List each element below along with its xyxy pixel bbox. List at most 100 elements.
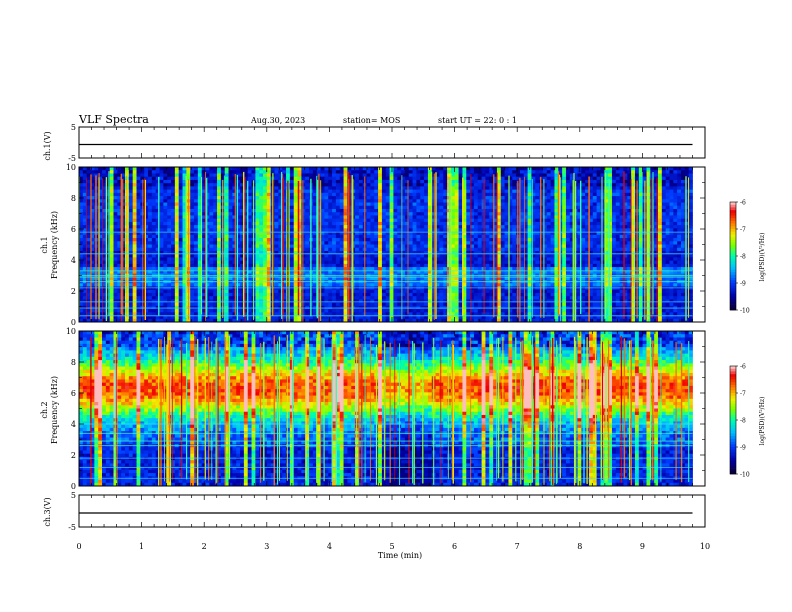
- spectrogram-cell: [136, 218, 141, 223]
- spectrogram-cell: [673, 260, 678, 265]
- spectrogram-cell: [604, 238, 609, 242]
- spectrogram-cell: [274, 263, 279, 268]
- spectrogram-cell: [301, 215, 306, 220]
- spectrogram-cell: [385, 199, 390, 203]
- spectrogram-cell: [542, 179, 548, 184]
- spectrogram-cell: [619, 234, 624, 239]
- spectrogram-cell: [466, 176, 471, 181]
- spectrogram-cell: [539, 167, 544, 171]
- spectrogram-cell: [355, 225, 360, 229]
- spectrogram-cell: [569, 199, 575, 203]
- spectrogram-cell: [144, 244, 149, 249]
- spectrogram-cell: [79, 257, 84, 262]
- spectrogram-cell: [588, 202, 594, 207]
- spectrogram-cell: [117, 173, 122, 178]
- spectrogram-cell: [592, 179, 598, 184]
- spectrogram-cell: [320, 244, 325, 249]
- spectrogram-cell: [408, 218, 413, 223]
- spectrogram-cell: [577, 257, 582, 262]
- spectrogram-cell: [263, 189, 268, 194]
- spectrogram-cell: [477, 218, 482, 223]
- spectrogram-cell: [654, 254, 659, 258]
- spectrogram-cell: [343, 247, 348, 252]
- spectrogram-cell: [665, 199, 670, 203]
- spectrogram-cell: [286, 176, 291, 181]
- spectrogram-cell: [232, 241, 237, 245]
- spectrogram-cell: [293, 247, 298, 252]
- spectrogram-cell: [247, 179, 252, 184]
- spectrogram-cell: [240, 218, 245, 223]
- spectrogram-cell: [358, 212, 364, 216]
- spectrogram-cell: [205, 170, 210, 174]
- spectrogram-cell: [535, 196, 540, 200]
- spectrogram-cell: [197, 176, 203, 181]
- spectrogram-cell: [604, 176, 609, 181]
- spectrogram-cell: [611, 241, 617, 245]
- spectrogram-cell: [378, 183, 383, 187]
- spectrogram-cell: [389, 225, 394, 229]
- spectrogram-cell: [638, 247, 644, 252]
- spectrogram-cell: [232, 231, 237, 236]
- spectrogram-cell: [163, 267, 168, 271]
- spectrogram-cell: [217, 199, 222, 203]
- spectrogram-cell: [178, 231, 183, 236]
- spectrogram-cell: [439, 263, 444, 268]
- spectrogram-cell: [167, 241, 172, 245]
- spectrogram-cell: [439, 244, 444, 249]
- spectrogram-cell: [378, 241, 383, 245]
- spectrogram-cell: [98, 192, 103, 197]
- spectrogram-cell: [86, 250, 91, 255]
- spectrogram-cell: [397, 234, 402, 239]
- spectrogram-cell: [167, 257, 172, 262]
- spectrogram-cell: [171, 260, 176, 265]
- spectrogram-cell: [366, 215, 371, 220]
- spectrogram-cell: [569, 254, 575, 258]
- spectrogram-cell: [163, 263, 168, 268]
- spectrogram-cell: [381, 202, 387, 207]
- spectrogram-cell: [562, 208, 567, 213]
- spectrogram-cell: [627, 238, 632, 242]
- spectrogram-cell: [335, 241, 341, 245]
- spectrogram-cell: [370, 260, 375, 265]
- spectrogram-cell: [619, 250, 624, 255]
- spectrogram-cell: [427, 254, 433, 258]
- spectrogram-cell: [240, 244, 245, 249]
- spectrogram-cell: [665, 173, 670, 178]
- spectrogram-cell: [565, 257, 571, 262]
- spectrogram-cell: [113, 196, 118, 200]
- spectrogram-cell: [128, 173, 134, 178]
- spectrogram-cell: [240, 250, 245, 255]
- spectrogram-cell: [255, 205, 260, 210]
- spectrogram-cell: [393, 167, 398, 171]
- spectrogram-cell: [546, 205, 552, 210]
- spectrogram-cell: [581, 228, 586, 232]
- spectrogram-cell: [266, 205, 272, 210]
- spectrogram-cell: [132, 250, 137, 255]
- spectrogram-cell: [443, 241, 448, 245]
- spectrogram-cell: [98, 212, 103, 216]
- spectrogram-cell: [113, 183, 118, 187]
- spectrogram-cell: [401, 192, 406, 197]
- spectrogram-cell: [489, 176, 494, 181]
- spectrogram-cell: [439, 199, 444, 203]
- spectrogram-cell: [454, 254, 459, 258]
- spectrogram-cell: [328, 241, 333, 245]
- spectrogram-cell: [128, 186, 134, 191]
- spectrogram-cell: [619, 247, 624, 252]
- spectrogram-cell: [657, 167, 663, 171]
- spectrogram-cell: [366, 238, 371, 242]
- spectrogram-cell: [504, 257, 509, 262]
- spectrogram-cell: [665, 247, 670, 252]
- spectrogram-cell: [339, 241, 344, 245]
- spectrogram-cell: [385, 215, 390, 220]
- spectrogram-cell: [201, 199, 206, 203]
- spectrogram-cell: [389, 260, 394, 265]
- spectrogram-cell: [109, 186, 114, 191]
- spectrogram-cell: [282, 247, 287, 252]
- spectrogram-cell: [604, 218, 609, 223]
- spectrogram-cell: [228, 254, 233, 258]
- spectrogram-cell: [654, 228, 659, 232]
- spectrogram-cell: [657, 234, 663, 239]
- spectrogram-cell: [688, 263, 693, 268]
- spectrogram-cell: [684, 196, 690, 200]
